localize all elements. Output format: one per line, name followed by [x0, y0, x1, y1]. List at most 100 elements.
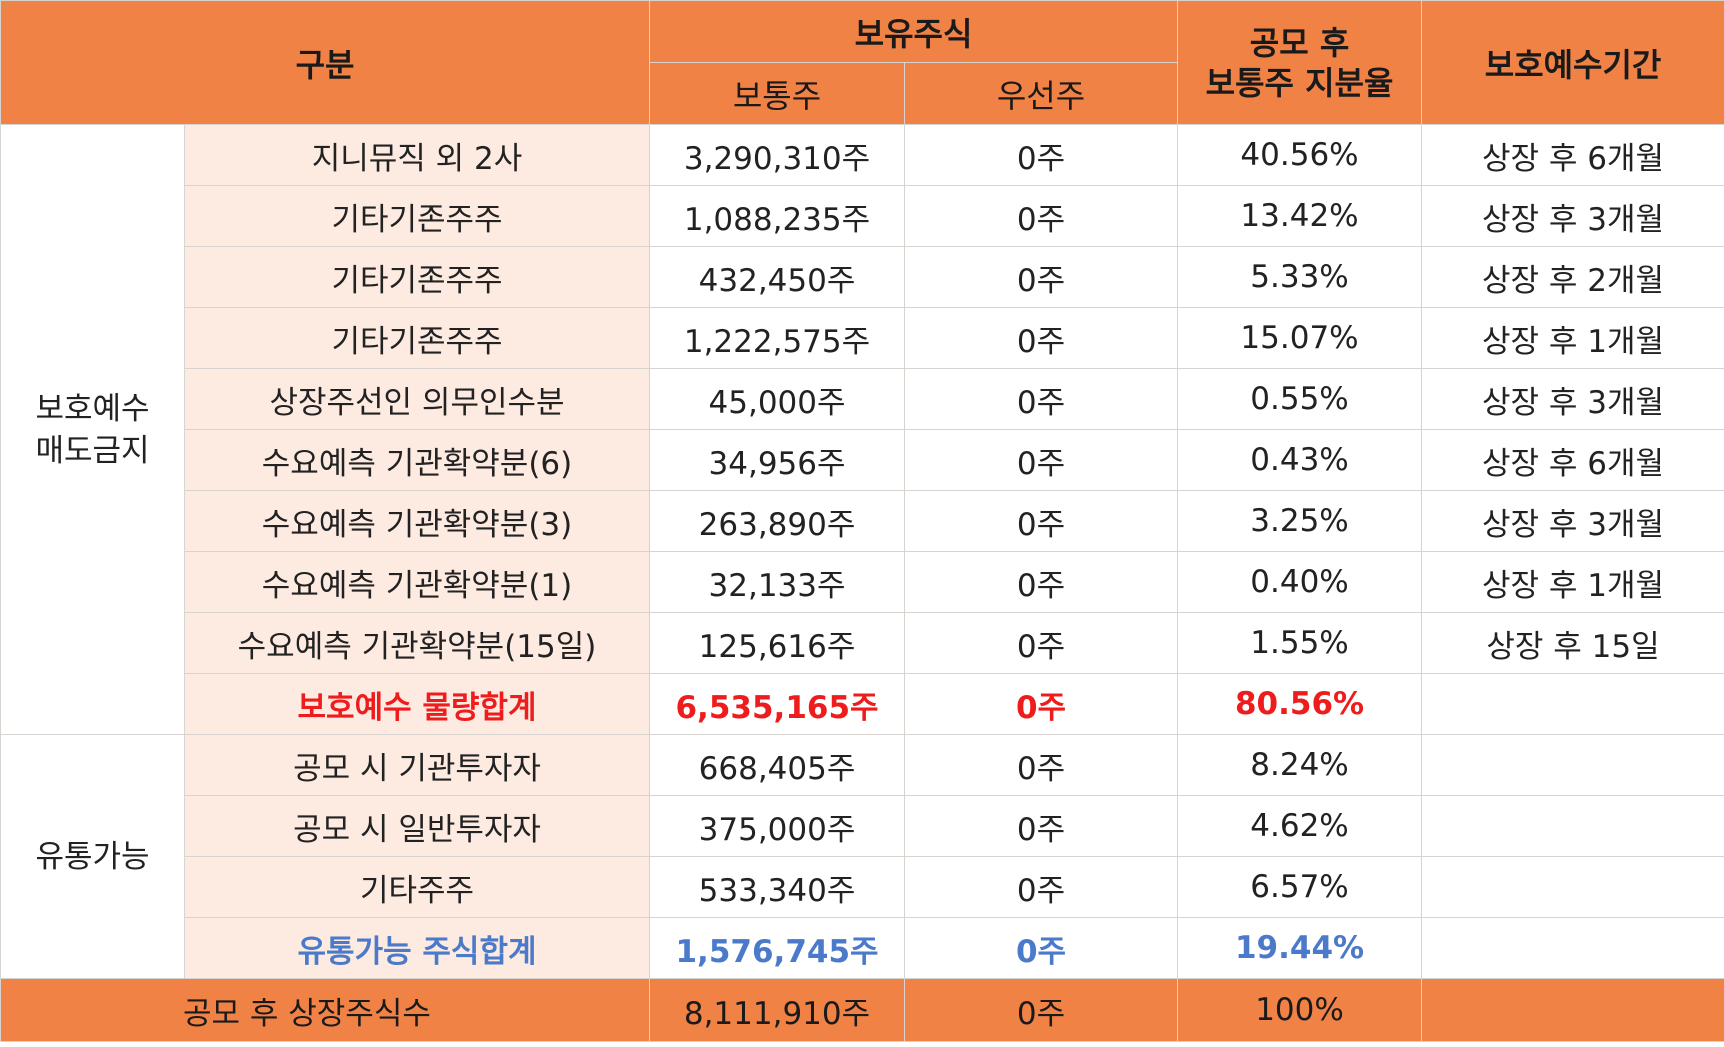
- preferred-shares-cell: 0주: [904, 856, 1179, 918]
- table-row: 보호예수 매도금지 지니뮤직 외 2사 3,290,310주 0주 40.56% 상장 후…: [0, 124, 1724, 735]
- header-category: 구분: [0, 0, 651, 125]
- ratio-cell: 1.55%: [1177, 612, 1423, 674]
- group-tradable-label: 유통가능: [0, 734, 185, 979]
- preferred-shares-cell: 0주: [904, 551, 1179, 613]
- table-row: 수요예측 기관확약분(6) 34,956주 0주 0.43% 상장 후 6개월: [1, 429, 1724, 491]
- ratio-cell: 8.24%: [1177, 734, 1423, 796]
- preferred-shares-cell: 0주: [904, 185, 1179, 247]
- table-body: 보호예수 매도금지 지니뮤직 외 2사 3,290,310주 0주 40.56% 상장 후…: [0, 124, 1724, 1042]
- ratio-cell: 0.43%: [1177, 429, 1423, 491]
- header-lockup-period: 보호예수기간: [1421, 0, 1724, 125]
- preferred-shares-cell: 0주: [904, 368, 1179, 430]
- table-row: 기타주주 533,340주 0주 6.57%: [1, 856, 1724, 918]
- common-shares-cell: 375,000주: [649, 795, 906, 857]
- ratio-cell: 40.56%: [1177, 124, 1423, 186]
- table-row: 수요예측 기관확약분(3) 263,890주 0주 3.25% 상장 후 3개월: [1, 490, 1724, 552]
- row-label: 수요예측 기관확약분(6): [183, 429, 651, 491]
- lockup-period-cell: 상장 후 6개월: [1421, 429, 1724, 491]
- lockup-period-cell: [1421, 856, 1724, 918]
- grand-total-label: 공모 후 상장주식수: [0, 978, 651, 1042]
- ratio-cell: 4.62%: [1177, 795, 1423, 857]
- grand-total-ratio: 100%: [1177, 978, 1423, 1042]
- lockup-period-cell: [1421, 795, 1724, 857]
- common-shares-cell: 32,133주: [649, 551, 906, 613]
- preferred-shares-cell: 0주: [904, 124, 1179, 186]
- ratio-cell: 15.07%: [1177, 307, 1423, 369]
- table-row: 보호예수 물량합계 6,535,165주 0주 80.56%: [1, 673, 1724, 735]
- lockup-period-cell: [1421, 917, 1724, 979]
- row-label: 수요예측 기관확약분(3): [183, 490, 651, 552]
- row-label: 기타주주: [183, 856, 651, 918]
- common-shares-cell: 6,535,165주: [649, 673, 906, 735]
- lockup-period-cell: [1421, 734, 1724, 796]
- lockup-period-cell: [1421, 673, 1724, 735]
- common-shares-cell: 533,340주: [649, 856, 906, 918]
- ratio-cell: 0.40%: [1177, 551, 1423, 613]
- table-row: 유통가능 주식합계 1,576,745주 0주 19.44%: [1, 917, 1724, 979]
- preferred-shares-cell: 0주: [904, 734, 1179, 796]
- ratio-cell: 19.44%: [1177, 917, 1423, 979]
- lockup-period-cell: 상장 후 6개월: [1421, 124, 1724, 186]
- grand-total-common: 8,111,910주: [649, 978, 906, 1042]
- lockup-period-cell: 상장 후 3개월: [1421, 490, 1724, 552]
- grand-total-period: [1421, 978, 1724, 1042]
- row-label: 수요예측 기관확약분(1): [183, 551, 651, 613]
- lockup-period-cell: 상장 후 3개월: [1421, 368, 1724, 430]
- group-locked-label: 보호예수 매도금지: [0, 124, 185, 735]
- row-label: 수요예측 기관확약분(15일): [183, 612, 651, 674]
- lockup-period-cell: 상장 후 1개월: [1421, 551, 1724, 613]
- preferred-shares-cell: 0주: [904, 246, 1179, 308]
- grand-total-preferred: 0주: [904, 978, 1179, 1042]
- row-label: 보호예수 물량합계: [183, 673, 651, 735]
- row-label: 상장주선인 의무인수분: [183, 368, 651, 430]
- row-label: 기타기존주주: [183, 185, 651, 247]
- common-shares-cell: 263,890주: [649, 490, 906, 552]
- lockup-period-cell: 상장 후 1개월: [1421, 307, 1724, 369]
- row-label: 유통가능 주식합계: [183, 917, 651, 979]
- ratio-cell: 0.55%: [1177, 368, 1423, 430]
- ratio-cell: 5.33%: [1177, 246, 1423, 308]
- row-label: 기타기존주주: [183, 246, 651, 308]
- preferred-shares-cell: 0주: [904, 795, 1179, 857]
- ratio-cell: 6.57%: [1177, 856, 1423, 918]
- common-shares-cell: 34,956주: [649, 429, 906, 491]
- row-label: 기타기존주주: [183, 307, 651, 369]
- row-label: 공모 시 기관투자자: [183, 734, 651, 796]
- common-shares-cell: 668,405주: [649, 734, 906, 796]
- lockup-period-cell: 상장 후 3개월: [1421, 185, 1724, 247]
- table-row: 상장주선인 의무인수분 45,000주 0주 0.55% 상장 후 3개월: [1, 368, 1724, 430]
- preferred-shares-cell: 0주: [904, 429, 1179, 491]
- row-label: 공모 시 일반투자자: [183, 795, 651, 857]
- common-shares-cell: 1,222,575주: [649, 307, 906, 369]
- lockup-period-cell: 상장 후 2개월: [1421, 246, 1724, 308]
- preferred-shares-cell: 0주: [904, 917, 1179, 979]
- header-preferred: 우선주: [904, 62, 1179, 125]
- header-holdings: 보유주식: [649, 0, 1179, 63]
- common-shares-cell: 1,576,745주: [649, 917, 906, 979]
- ratio-cell: 13.42%: [1177, 185, 1423, 247]
- header-common: 보통주: [649, 62, 906, 125]
- preferred-shares-cell: 0주: [904, 307, 1179, 369]
- preferred-shares-cell: 0주: [904, 490, 1179, 552]
- header-ratio: 공모 후 보통주 지분율: [1177, 0, 1423, 125]
- common-shares-cell: 45,000주: [649, 368, 906, 430]
- row-label: 지니뮤직 외 2사: [183, 124, 651, 186]
- grand-total-row: 공모 후 상장주식수 8,111,910주 0주 100%: [0, 978, 1724, 1042]
- preferred-shares-cell: 0주: [904, 673, 1179, 735]
- common-shares-cell: 125,616주: [649, 612, 906, 674]
- common-shares-cell: 3,290,310주: [649, 124, 906, 186]
- table-row: 공모 시 일반투자자 375,000주 0주 4.62%: [1, 795, 1724, 857]
- table-row: 기타기존주주 432,450주 0주 5.33% 상장 후 2개월: [1, 246, 1724, 308]
- common-shares-cell: 1,088,235주: [649, 185, 906, 247]
- preferred-shares-cell: 0주: [904, 612, 1179, 674]
- table-row: 유통가능 공모 시 기관투자자 668,405주 0주 8.24%: [0, 734, 1724, 979]
- ratio-cell: 80.56%: [1177, 673, 1423, 735]
- table-row: 기타기존주주 1,222,575주 0주 15.07% 상장 후 1개월: [1, 307, 1724, 369]
- table-row: 기타기존주주 1,088,235주 0주 13.42% 상장 후 3개월: [1, 185, 1724, 247]
- common-shares-cell: 432,450주: [649, 246, 906, 308]
- table-row: 수요예측 기관확약분(15일) 125,616주 0주 1.55% 상장 후 15일: [1, 612, 1724, 674]
- table-row: 수요예측 기관확약분(1) 32,133주 0주 0.40% 상장 후 1개월: [1, 551, 1724, 613]
- lockup-period-cell: 상장 후 15일: [1421, 612, 1724, 674]
- ratio-cell: 3.25%: [1177, 490, 1423, 552]
